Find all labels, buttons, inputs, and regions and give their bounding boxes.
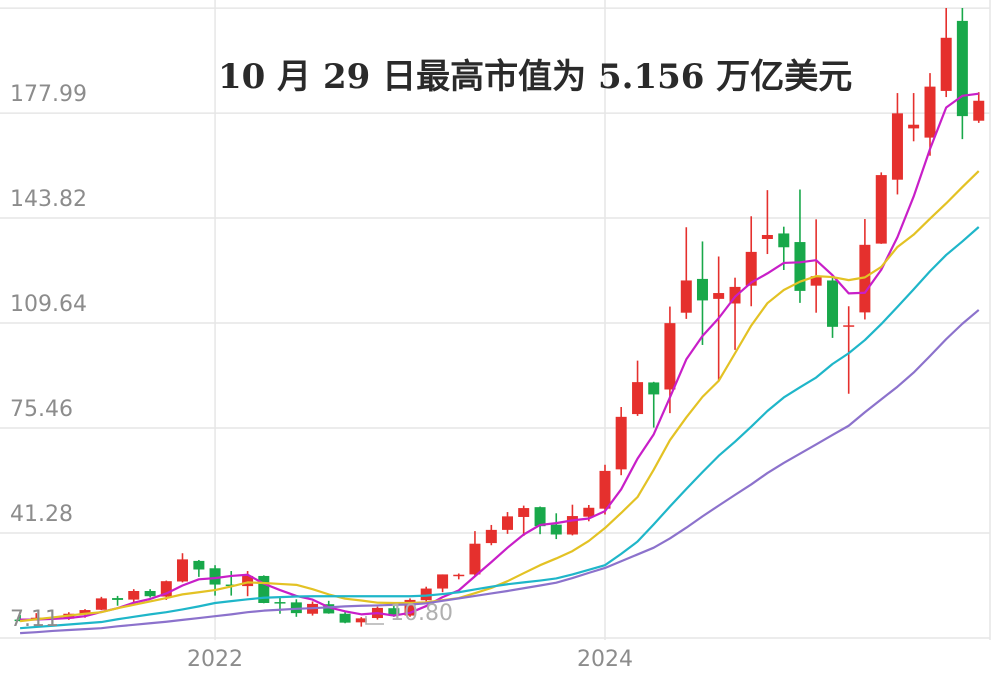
candle-body — [95, 598, 107, 610]
candle-body — [924, 86, 936, 138]
candles — [14, 7, 985, 627]
candle-body — [79, 610, 91, 614]
y-tick-label: 143.82 — [10, 187, 87, 212]
candle-body — [827, 280, 839, 327]
x-tick-label: 2022 — [187, 647, 243, 672]
labels: 10.80 10 月 29 日最高市值为 5.156 万亿美元 7.11 41.2… — [10, 0, 852, 672]
candle-body — [761, 234, 773, 239]
moving-averages — [19, 92, 980, 635]
candle-body — [144, 591, 156, 597]
candle-body — [843, 325, 855, 327]
candle-body — [420, 588, 432, 601]
candle-body — [859, 244, 871, 313]
candle-body — [615, 416, 627, 470]
candle-body — [388, 608, 400, 615]
candle-body — [794, 242, 806, 291]
low-marker — [365, 616, 384, 625]
candle-body — [632, 382, 644, 415]
y-tick-label: 75.46 — [10, 397, 73, 422]
candle-body — [583, 507, 595, 517]
candle-body — [729, 286, 741, 304]
y-tick-label: 109.64 — [10, 292, 87, 317]
candle-body — [566, 516, 578, 535]
chart-title: 10 月 29 日最高市值为 5.156 万亿美元 — [218, 57, 852, 97]
candle-body — [534, 507, 546, 527]
low-label: 10.80 — [390, 601, 453, 626]
candle-body — [242, 575, 254, 587]
moving-average-line — [20, 309, 980, 635]
candle-body — [485, 529, 497, 544]
candle-body — [810, 276, 822, 286]
candle-body — [891, 113, 903, 180]
candle-body — [339, 613, 351, 623]
candle-body — [956, 20, 968, 117]
candle-body — [404, 599, 416, 616]
candle-body — [453, 574, 465, 577]
candle-body — [875, 175, 887, 244]
candle-body — [550, 524, 562, 535]
candle-body — [437, 574, 449, 589]
candle-body — [128, 591, 140, 600]
candle-body — [176, 559, 188, 582]
candle-body — [355, 618, 367, 623]
y-tick-label: 41.28 — [10, 502, 73, 527]
moving-average-line — [20, 92, 979, 621]
y-tick-label: 212.17 — [10, 0, 87, 2]
candle-body — [648, 382, 660, 395]
candle-body — [112, 598, 124, 600]
candle-body — [940, 37, 952, 91]
y-tick-label: 7.11 — [10, 607, 59, 632]
candle-body — [160, 581, 172, 597]
candle-body — [502, 516, 514, 530]
candle-body — [696, 278, 708, 301]
candle-body — [664, 323, 676, 390]
candle-body — [599, 470, 611, 509]
candle-body — [209, 568, 221, 585]
moving-average-line — [19, 226, 980, 630]
x-tick-label: 2024 — [577, 647, 633, 672]
candle-body — [778, 233, 790, 248]
candle-body — [518, 508, 530, 517]
candle-body — [908, 124, 920, 129]
candle-body — [274, 602, 286, 604]
candle-body — [469, 543, 481, 575]
y-tick-label: 177.99 — [10, 82, 87, 107]
candle-body — [745, 251, 757, 286]
candle-body — [680, 280, 692, 313]
candle-body — [258, 575, 270, 603]
candle-body — [323, 604, 335, 614]
candle-body — [713, 293, 725, 299]
candle-body — [973, 100, 985, 121]
candle-body — [193, 560, 205, 570]
grid — [0, 0, 991, 640]
